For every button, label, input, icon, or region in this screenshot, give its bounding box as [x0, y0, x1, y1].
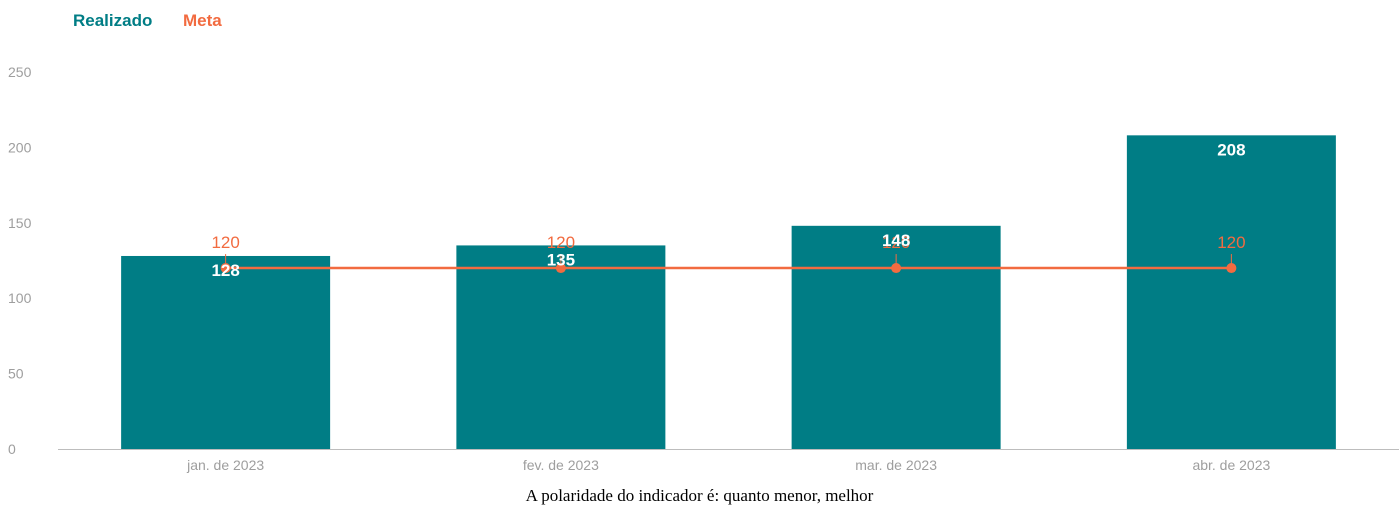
meta-point[interactable] — [1226, 263, 1237, 274]
bar-data-label: 148 — [882, 231, 910, 250]
bar-realizado[interactable] — [1126, 135, 1336, 449]
bar-realizado[interactable] — [456, 245, 666, 449]
legend: Realizado Meta — [73, 11, 222, 30]
legend-meta[interactable]: Meta — [183, 11, 222, 30]
y-tick-label: 0 — [8, 441, 16, 457]
x-tick-label: mar. de 2023 — [855, 457, 937, 473]
x-tick-label: abr. de 2023 — [1192, 457, 1270, 473]
polarity-note: A polaridade do indicador é: quanto meno… — [525, 486, 874, 505]
y-tick-label: 50 — [8, 366, 24, 382]
x-tick-label: fev. de 2023 — [523, 457, 599, 473]
x-axis: jan. de 2023 fev. de 2023 mar. de 2023 abr.… — [58, 449, 1399, 473]
meta-data-label: 120 — [547, 233, 575, 252]
meta-point[interactable] — [220, 263, 231, 274]
bar-realizado[interactable] — [121, 255, 331, 449]
line-meta: 120 120 120 120 — [211, 233, 1246, 274]
y-tick-label: 250 — [8, 64, 32, 80]
meta-data-label: 120 — [211, 233, 239, 252]
meta-data-label: 120 — [1217, 233, 1245, 252]
bar-data-label: 128 — [211, 261, 239, 280]
y-tick-label: 200 — [8, 139, 32, 155]
y-tick-label: 150 — [8, 215, 32, 231]
meta-point[interactable] — [891, 263, 902, 274]
meta-data-label: 120 — [882, 233, 910, 252]
bar-data-label: 208 — [1217, 140, 1245, 159]
x-tick-label: jan. de 2023 — [186, 457, 264, 473]
y-tick-label: 100 — [8, 290, 32, 306]
bar-data-label: 135 — [547, 250, 575, 269]
meta-point[interactable] — [555, 263, 566, 274]
y-axis: 0 50 100 150 200 250 — [8, 64, 32, 457]
bars-realizado — [121, 135, 1336, 449]
legend-realizado[interactable]: Realizado — [73, 11, 152, 30]
